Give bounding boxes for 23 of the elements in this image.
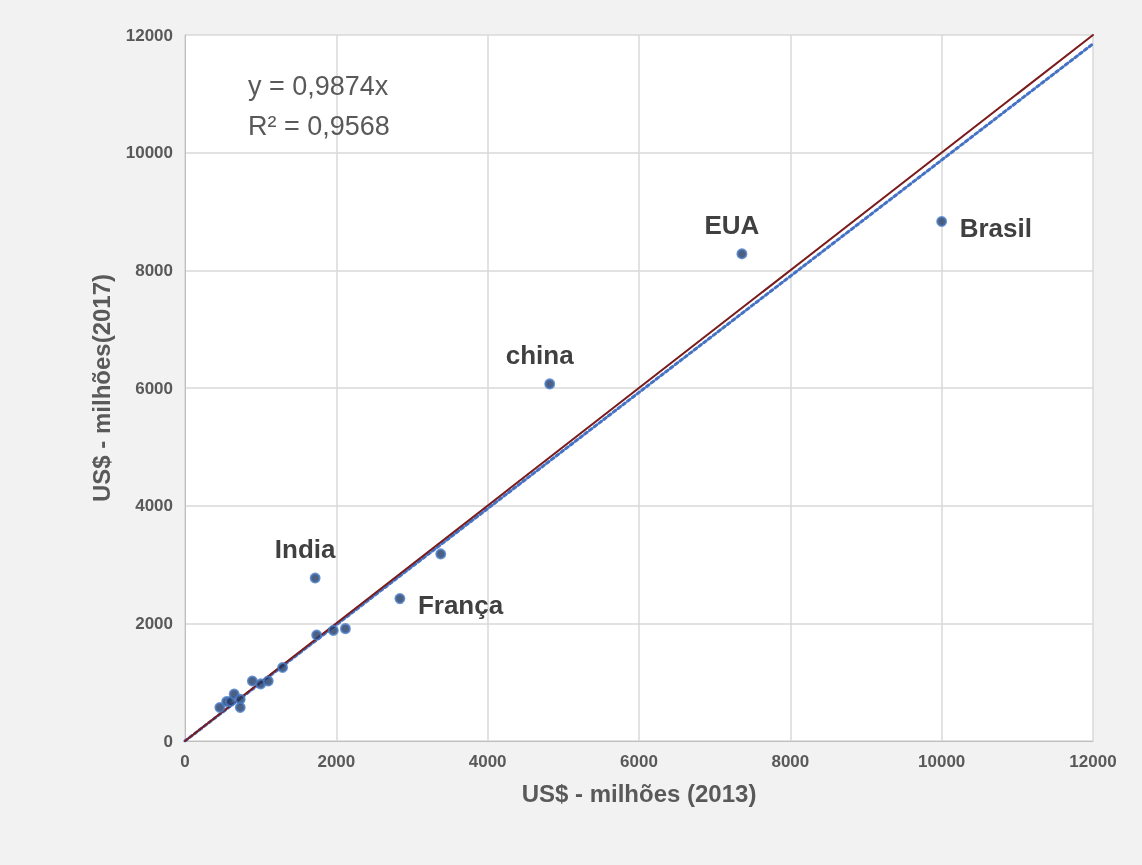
y-tick-label: 0 (163, 731, 173, 751)
annotation: R² = 0,9568 (248, 110, 390, 141)
annotation: India (274, 534, 337, 565)
annotation: Brasil (959, 212, 1032, 243)
x-axis-title: US$ - milhões (2013) (521, 779, 757, 807)
y-tick-label: 12000 (125, 25, 173, 45)
x-tick-label: 10000 (918, 752, 966, 771)
x-tick-label: 2000 (317, 752, 356, 771)
y-tick-label: 2000 (135, 613, 173, 633)
x-tick-label: 6000 (620, 752, 658, 771)
annotation: y = 0,9874x (248, 70, 389, 101)
y-tick-label: 6000 (135, 378, 173, 398)
y-tick-label: 10000 (125, 143, 173, 163)
x-tick-label: 8000 (771, 752, 810, 771)
y-axis-title: US$ - milhões(2017) (87, 273, 115, 503)
annotation: china (505, 339, 575, 370)
x-tick-label: 12000 (1069, 752, 1117, 771)
x-tick-label: 4000 (468, 752, 507, 771)
x-tick-label: 0 (180, 752, 190, 771)
y-tick-label: 4000 (135, 496, 173, 516)
annotation: França (417, 589, 504, 620)
y-tick-label: 8000 (135, 260, 173, 280)
annotation: EUA (704, 209, 760, 240)
